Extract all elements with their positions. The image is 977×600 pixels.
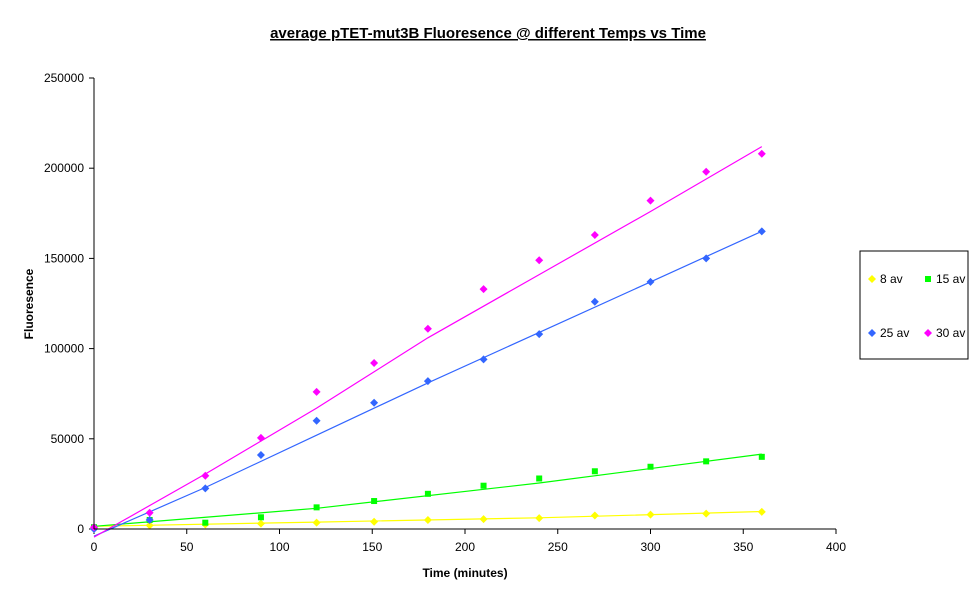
data-point-15-av <box>424 490 431 497</box>
legend-label-25-av: 25 av <box>880 326 909 340</box>
legend-label-30-av: 30 av <box>936 326 965 340</box>
data-point-30-av <box>479 285 488 294</box>
data-point-15-av <box>371 498 378 505</box>
data-point-8-av <box>535 514 544 523</box>
data-point-25-av <box>702 254 711 263</box>
y-axis-ticks: 0 50000 100000 150000 200000 250000 <box>44 71 94 536</box>
data-point-15-av <box>202 519 209 526</box>
y-tick-label: 100000 <box>44 342 84 356</box>
data-point-15-av <box>647 463 654 470</box>
data-point-30-av <box>702 167 711 176</box>
x-tick-label: 50 <box>180 540 194 554</box>
legend-marker-25-av <box>868 329 876 337</box>
data-point-8-av <box>312 518 321 527</box>
data-point-8-av <box>757 507 766 516</box>
data-point-15-av <box>703 458 710 465</box>
data-point-15-av <box>758 453 765 460</box>
data-point-8-av <box>370 517 379 526</box>
legend-box <box>859 250 969 360</box>
y-tick-label: 200000 <box>44 161 84 175</box>
data-point-30-av <box>590 230 599 239</box>
data-point-30-av <box>535 256 544 265</box>
data-point-30-av <box>646 196 655 205</box>
x-axis-ticks: 0 50 100 150 200 250 300 350 400 <box>91 529 846 554</box>
data-point-8-av <box>702 509 711 518</box>
legend: 8 av 15 av 25 av 30 av <box>859 250 969 360</box>
data-point-8-av <box>646 510 655 519</box>
data-points <box>90 149 766 533</box>
x-tick-label: 150 <box>362 540 382 554</box>
data-point-25-av <box>145 515 154 524</box>
data-point-8-av <box>256 519 265 528</box>
data-point-8-av <box>590 511 599 520</box>
chart-title: average pTET-mut3B Fluoresence @ differe… <box>270 25 706 42</box>
data-point-30-av <box>312 387 321 396</box>
data-point-25-av <box>312 416 321 425</box>
y-tick-label: 150000 <box>44 251 84 265</box>
data-point-15-av <box>480 482 487 489</box>
legend-marker-30-av <box>924 329 932 337</box>
legend-label-15-av: 15 av <box>936 272 965 286</box>
legend-marker-15-av <box>925 276 931 282</box>
data-point-25-av <box>757 227 766 236</box>
trendline-15-av <box>93 453 762 527</box>
x-tick-label: 400 <box>826 540 846 554</box>
y-tick-label: 250000 <box>44 71 84 85</box>
legend-marker-8-av <box>868 275 876 283</box>
data-point-25-av <box>423 377 432 386</box>
data-point-30-av <box>423 324 432 333</box>
data-point-15-av <box>536 475 543 482</box>
data-point-30-av <box>201 471 210 480</box>
data-point-15-av <box>591 468 598 475</box>
data-point-25-av <box>256 451 265 460</box>
x-tick-label: 200 <box>455 540 475 554</box>
data-point-25-av <box>370 398 379 407</box>
data-point-25-av <box>590 297 599 306</box>
data-point-30-av <box>370 359 379 368</box>
legend-label-8-av: 8 av <box>880 272 903 286</box>
y-tick-label: 0 <box>77 522 84 536</box>
y-tick-label: 50000 <box>51 432 85 446</box>
data-point-15-av <box>257 514 264 521</box>
x-tick-label: 300 <box>640 540 660 554</box>
data-point-30-av <box>757 149 766 158</box>
data-point-25-av <box>646 277 655 286</box>
data-point-15-av <box>313 504 320 511</box>
data-point-25-av <box>535 330 544 339</box>
x-tick-label: 100 <box>269 540 289 554</box>
data-point-25-av <box>201 484 210 493</box>
y-axis-label: Fluoresence <box>22 268 36 339</box>
x-tick-label: 250 <box>548 540 568 554</box>
x-axis-label: Time (minutes) <box>422 566 507 580</box>
trendline-30-av <box>93 146 763 538</box>
data-point-8-av <box>479 515 488 524</box>
data-point-30-av <box>256 433 265 442</box>
x-tick-label: 0 <box>91 540 98 554</box>
data-point-8-av <box>145 521 154 530</box>
trendlines <box>93 146 763 538</box>
x-tick-label: 350 <box>733 540 753 554</box>
data-point-8-av <box>423 515 432 524</box>
data-point-30-av <box>145 508 154 517</box>
data-point-25-av <box>479 355 488 364</box>
